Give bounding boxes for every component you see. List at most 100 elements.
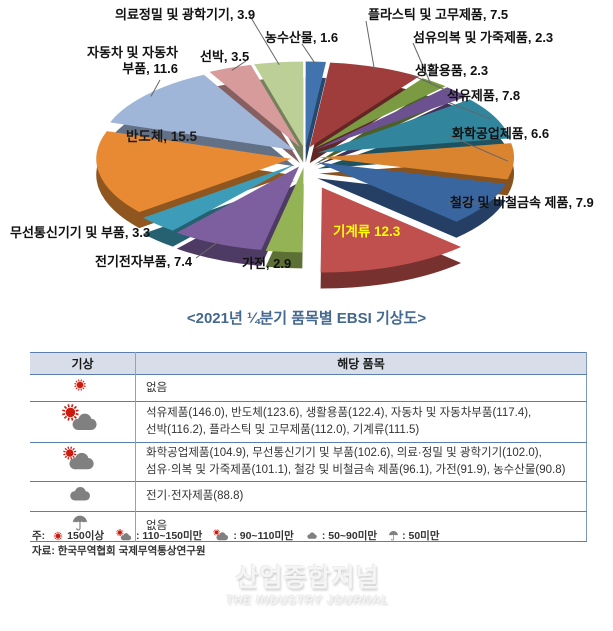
table-row-1: 석유제품(146.0), 반도체(123.6), 생활용품(122.4), 자동… xyxy=(30,401,587,443)
legend-item-label: : 110~150미만 xyxy=(136,530,203,542)
pie-slice-3 xyxy=(315,87,468,150)
cloudy-icon xyxy=(307,532,317,539)
pie-leader-line-1 xyxy=(365,20,375,70)
source-note: 자료: 한국무역협회 국제무역통상연구원 xyxy=(32,545,206,557)
pie-label-11: 반도체, 15.5 xyxy=(126,129,198,144)
pie-slice-0 xyxy=(305,61,326,147)
legend-item-0: 150이상 xyxy=(52,528,104,543)
pie-slice-4 xyxy=(317,99,510,153)
table-row-2: 화학공업제품(104.9), 무선통신기기 및 부품(102.6), 의료·정밀… xyxy=(30,442,587,482)
partly-cloudy-icon xyxy=(62,445,94,469)
legend-item-label: : 90~110미만 xyxy=(233,530,294,542)
pie-label-3: 생활용품, 2.3 xyxy=(415,63,489,78)
rainy-icon xyxy=(72,515,87,531)
sunny-icon-wrap xyxy=(72,377,88,393)
pie-slice-9 xyxy=(176,166,300,250)
weather-legend: 주: 150이상 : 110~150미만 : 90~110미만 : 50~90미만 : … xyxy=(32,528,450,543)
pie-label-7: 기계류 12.3 xyxy=(333,224,401,239)
pie-slice-1 xyxy=(309,62,419,148)
section-title: <2021년 ¼분기 품목별 EBSI 기상도> xyxy=(186,310,427,327)
legend-item-label: : 50미만 xyxy=(402,530,440,542)
watermark-korean: 산업종합저널 xyxy=(235,564,380,592)
pie-slice-7 xyxy=(320,187,462,273)
sunny-icon xyxy=(73,379,86,391)
pie-label-1: 플라스틱 및 고무제품, 7.5 xyxy=(368,7,509,22)
partly-cloudy-icon xyxy=(213,529,229,541)
pie-label-4: 석유제품, 7.8 xyxy=(447,88,521,103)
mostly-sunny-icon-wrap xyxy=(115,529,133,542)
watermark-english: THE INDUSTRY JOURNAL xyxy=(225,595,390,607)
table-row-0: 없음 xyxy=(30,374,587,402)
pie-leader-line-2 xyxy=(412,42,432,85)
pie-label-10: 무선통신기기 및 부품, 3.3 xyxy=(10,225,151,240)
pie-label-0: 농수산물, 1.6 xyxy=(265,30,339,45)
cloudy-icon-wrap xyxy=(65,484,95,503)
pie-slice-side-6 xyxy=(317,178,506,238)
watermark: 산업종합저널 THE INDUSTRY JOURNAL xyxy=(195,558,420,607)
mostly-sunny-icon xyxy=(116,529,132,541)
pie-leader-line-5 xyxy=(449,135,509,162)
pie-slice-14 xyxy=(254,61,304,147)
table-header-row: 기상 해당 품목 xyxy=(30,352,587,375)
pie-label-2: 섬유의복 및 가죽제품, 2.3 xyxy=(413,30,554,45)
partly-cloudy-icon-wrap xyxy=(213,529,230,542)
pie-leader-line-0 xyxy=(301,43,317,65)
legend-item-4: : 50미만 xyxy=(388,528,439,543)
pie-leader-line-4 xyxy=(444,100,491,120)
legend-item-1: : 110~150미만 xyxy=(115,528,202,543)
weather-cell xyxy=(30,481,136,512)
legend-item-label: : 50~90미만 xyxy=(321,530,378,542)
cloudy-icon xyxy=(69,486,90,501)
pie-slice-6 xyxy=(317,162,506,222)
pie-leader-line-13 xyxy=(231,60,247,71)
pie-slice-8 xyxy=(265,167,304,253)
items-cell: 없음 xyxy=(146,381,168,394)
pie-label-8: 가전, 2.9 xyxy=(242,256,292,271)
cloudy-icon-wrap xyxy=(305,531,319,540)
weather-cell xyxy=(30,511,136,542)
pie-leader-line-3 xyxy=(413,75,454,94)
table-row-3: 전기·전자제품(88.8) xyxy=(30,481,587,512)
ebsi-pie-chart: 농수산물, 1.6 플라스틱 및 고무제품, 7.5 섬유의복 및 가죽제품, 2.… xyxy=(0,0,613,300)
pie-label-14: 의료정밀 및 광학기기, 3.9 xyxy=(115,7,256,22)
pie-slice-13 xyxy=(209,64,300,148)
rainy-icon-wrap xyxy=(71,514,89,533)
pie-label-13: 선박, 3.5 xyxy=(200,49,250,64)
pie-leader-line-9 xyxy=(195,240,220,259)
rainy-icon xyxy=(389,530,399,540)
legend-item-3: : 50~90미만 xyxy=(305,528,377,543)
pie-label-5: 화학공업제품, 6.6 xyxy=(452,126,550,141)
items-cell: 화학공업제품(104.9), 무선통신기기 및 부품(102.6), 의료·정밀… xyxy=(146,447,566,476)
pie-label-9: 전기전자부품, 7.4 xyxy=(95,254,193,269)
mostly-sunny-icon-wrap xyxy=(60,404,100,434)
pie-leader-line-12 xyxy=(150,79,161,97)
weather-cell xyxy=(30,401,136,443)
items-cell: 없음 xyxy=(146,520,168,532)
pie-slice-10 xyxy=(143,164,296,231)
pie-label-12: 자동차 및 자동차 부품, 11.6 xyxy=(87,45,178,76)
sunny-icon xyxy=(53,531,63,540)
table-row-4: 없음 xyxy=(30,511,587,542)
rainy-icon-wrap xyxy=(388,530,399,542)
mostly-sunny-icon xyxy=(61,404,97,430)
pie-label-6: 철강 및 비철금속 제품, 7.9 xyxy=(450,195,594,210)
column-header-weather: 기상 xyxy=(30,352,136,375)
pie-slice-2 xyxy=(313,78,446,149)
items-cell: 석유제품(146.0), 반도체(123.6), 생활용품(122.4), 자동… xyxy=(146,407,532,436)
items-cell: 전기·전자제품(88.8) xyxy=(146,490,244,502)
legend-item-label: 150이상 xyxy=(67,530,105,542)
pie-leader-line-14 xyxy=(249,15,280,66)
column-header-items: 해당 품목 xyxy=(337,357,385,371)
partly-cloudy-icon-wrap xyxy=(62,445,98,473)
pie-slice-5 xyxy=(319,143,515,180)
weather-cell xyxy=(30,374,136,402)
legend-item-2: : 90~110미만 xyxy=(213,528,294,543)
pie-slice-11 xyxy=(96,131,292,213)
legend-prefix: 주: xyxy=(32,530,46,542)
pie-slice-12 xyxy=(110,74,295,151)
pie-chart-canvas xyxy=(96,15,515,289)
sunny-icon-wrap xyxy=(52,530,64,542)
weather-cell xyxy=(30,442,136,482)
